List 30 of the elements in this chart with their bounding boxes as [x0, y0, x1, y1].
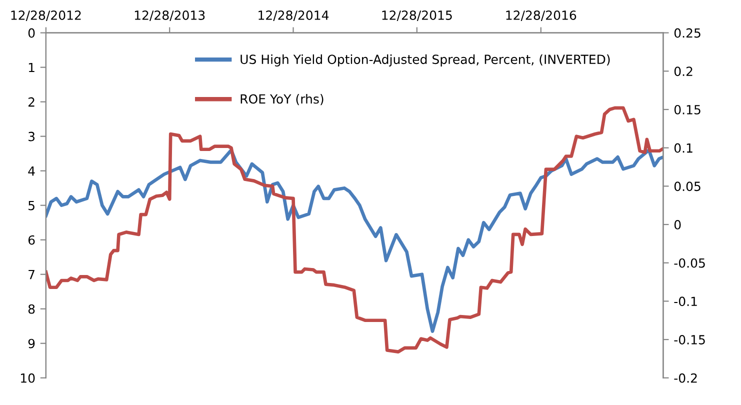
y2-tick-label: 0.1 [674, 143, 692, 153]
y-tick-label: 8 [28, 304, 35, 314]
y-tick-label: 0 [28, 28, 35, 38]
y-tick-label: 6 [28, 235, 35, 245]
line-series [46, 148, 664, 333]
y-tick-label: 7 [28, 270, 34, 280]
y2-tick-label: 0.2 [674, 66, 692, 76]
y-tick-label: 9 [28, 338, 35, 348]
line-series [46, 106, 664, 354]
legend-label: ROE YoY (rhs) [240, 94, 324, 106]
y2-tick-label: 0.15 [674, 104, 700, 114]
y-tick-label: 3 [28, 132, 35, 142]
y-tick-label: 2 [28, 97, 34, 107]
y-tick-label: 10 [20, 373, 35, 383]
y2-tick-label: -0.1 [674, 296, 697, 306]
y2-tick-label: 0 [674, 220, 681, 230]
x-tick-label: 12/28/2012 [11, 10, 81, 21]
y-tick-label: 1 [28, 62, 34, 72]
y2-tick-label: 0.05 [674, 182, 700, 192]
y2-tick-label: -0.05 [674, 258, 705, 268]
x-tick-label: 12/28/2014 [258, 10, 329, 21]
legend-label: US High Yield Option-Adjusted Spread, Percent, (INVERTED) [240, 54, 610, 67]
y-tick-label: 4 [28, 166, 35, 176]
x-tick-label: 12/28/2016 [506, 10, 576, 21]
y2-tick-label: 0.25 [674, 28, 700, 38]
y-tick-label: 5 [28, 200, 34, 210]
x-tick-label: 12/28/2013 [134, 10, 205, 21]
y2-tick-label: -0.2 [674, 373, 697, 383]
y2-tick-label: -0.15 [674, 334, 705, 344]
x-tick-label: 12/28/2015 [382, 10, 452, 21]
